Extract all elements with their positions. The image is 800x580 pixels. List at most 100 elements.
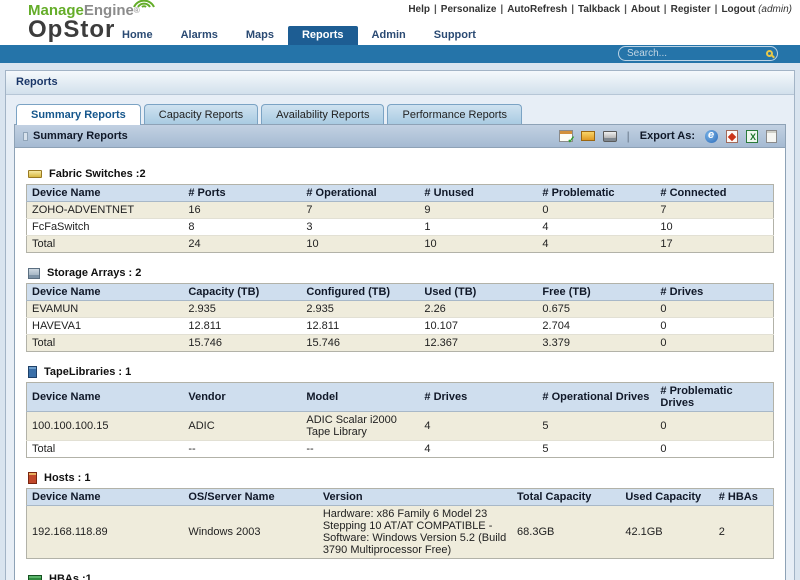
pdf-export-icon[interactable]	[726, 129, 738, 143]
top-link-autorefresh[interactable]: AutoRefresh	[507, 4, 568, 15]
table-cell: 5	[537, 411, 656, 441]
top-link-logout[interactable]: Logout	[721, 4, 756, 15]
main-nav: Home Alarms Maps Reports Admin Support	[108, 26, 490, 45]
nav-home[interactable]: Home	[122, 29, 153, 41]
column-header: Free (TB)	[537, 283, 656, 301]
top-link-personalize[interactable]: Personalize	[440, 4, 497, 15]
table-cell: 0	[660, 443, 667, 455]
table-storage-arrays: Device Name Capacity (TB) Configured (TB) U…	[26, 283, 774, 352]
tab-availability-reports[interactable]: Availability Reports	[261, 104, 385, 124]
table-cell: 10	[424, 238, 437, 250]
column-header: # Operational Drives	[537, 382, 656, 412]
tab-capacity-reports[interactable]: Capacity Reports	[143, 104, 259, 124]
link-separator: |	[500, 4, 504, 15]
hba-icon	[28, 575, 42, 580]
section-title: Storage Arrays : 2	[47, 267, 142, 279]
column-header: Used (TB)	[419, 283, 538, 301]
top-link-about[interactable]: About	[630, 4, 660, 15]
table-cell: 0	[655, 317, 774, 335]
xls-export-icon[interactable]	[746, 129, 758, 143]
table-cell: 0	[655, 411, 774, 441]
column-header: Model	[301, 382, 420, 412]
section-header-hosts: Hosts : 1	[26, 472, 774, 484]
export-as-label: Export As:	[639, 130, 695, 142]
table-cell: ADIC Scalar i2000 Tape Library	[301, 411, 420, 441]
nav-alarms[interactable]: Alarms	[180, 29, 218, 41]
logo-swoosh-icon	[132, 0, 156, 11]
table-row: Total 24 10 10 4 17	[26, 235, 774, 253]
top-link-register[interactable]: Register	[670, 4, 711, 15]
csv-export-icon[interactable]	[766, 129, 777, 143]
table-cell: 2	[718, 526, 725, 538]
schedule-calendar-icon[interactable]	[558, 130, 576, 146]
nav-maps[interactable]: Maps	[245, 29, 274, 41]
column-header: Device Name	[26, 184, 184, 202]
table-cell: ADIC	[183, 411, 302, 441]
search-box[interactable]	[618, 46, 778, 61]
toolbar-separator: |	[626, 129, 630, 143]
nav-support[interactable]: Support	[433, 29, 476, 41]
search-icon[interactable]	[766, 50, 773, 57]
link-separator: |	[714, 4, 718, 15]
section-header-storage-arrays: Storage Arrays : 2	[26, 267, 774, 279]
summary-reports-box: Summary Reports | Export As: Fabric Switc…	[14, 124, 786, 580]
table-cell: 3	[301, 218, 420, 236]
table-cell: Total	[32, 238, 56, 250]
section-fabric-switches: Fabric Switches :2 Device Name # Ports # Op…	[26, 168, 774, 253]
column-header: Version	[317, 488, 513, 506]
table-cell: 4	[424, 443, 431, 455]
section-header-fabric-switches: Fabric Switches :2	[26, 168, 774, 180]
report-tabs: Summary Reports Capacity Reports Availabil…	[16, 104, 794, 125]
logo-engine-text: Engine	[83, 2, 134, 19]
table-cell: 0	[660, 337, 667, 349]
table-cell: 2.704	[537, 317, 656, 335]
table-hosts: Device Name OS/Server Name Version Total Ca…	[26, 488, 774, 559]
table-cell: ZOHO-ADVENTNET	[26, 201, 184, 219]
table-cell: Total	[32, 443, 56, 455]
table-cell: 2.935	[183, 300, 302, 318]
table-cell: 100.100.100.15	[26, 411, 184, 441]
table-fabric-switches: Device Name # Ports # Operational # Unused #…	[26, 184, 774, 253]
column-header: # Unused	[419, 184, 538, 202]
search-input[interactable]	[627, 48, 766, 59]
toolbar-title: Summary Reports	[33, 130, 128, 142]
section-title: TapeLibraries : 1	[44, 366, 132, 378]
section-title: HBAs :1	[49, 573, 92, 580]
print-icon[interactable]	[602, 130, 617, 142]
logged-in-user: (admin)	[755, 4, 792, 15]
column-header: # HBAs	[713, 488, 774, 506]
nav-reports[interactable]: Reports	[287, 26, 358, 45]
email-icon[interactable]	[580, 131, 595, 141]
table-row: ZOHO-ADVENTNET 16 7 9 0 7	[26, 201, 774, 219]
table-cell: --	[188, 443, 196, 455]
table-cell: Total	[32, 337, 56, 349]
top-links: Help | Personalize | AutoRefresh | Talkback | Ab…	[408, 4, 792, 15]
table-row: HAVEVA1 12.811 12.811 10.107 2.704 0	[26, 317, 774, 335]
table-row: 192.168.118.89 Windows 2003 Hardware: x86 …	[26, 505, 774, 559]
column-header: # Drives	[655, 283, 774, 301]
section-header-hbas: HBAs :1	[26, 573, 774, 580]
nav-admin[interactable]: Admin	[371, 29, 406, 41]
product-name: OpStor	[28, 16, 116, 43]
column-header: # Operational	[301, 184, 420, 202]
top-link-help[interactable]: Help	[408, 4, 430, 15]
table-cell: 192.168.118.89	[32, 526, 108, 538]
table-cell: 10	[306, 238, 319, 250]
tab-performance-reports[interactable]: Performance Reports	[387, 104, 523, 124]
html-export-icon[interactable]	[705, 129, 718, 143]
table-cell: 42.1GB	[625, 526, 663, 538]
grip-icon	[23, 131, 28, 141]
top-link-talkback[interactable]: Talkback	[578, 4, 621, 15]
column-header: # Problematic Drives	[655, 382, 774, 412]
table-cell: --	[306, 443, 314, 455]
breadcrumb: Reports	[6, 71, 794, 95]
table-cell: 12.811	[183, 317, 302, 335]
tape-icon	[28, 366, 37, 378]
tab-summary-reports[interactable]: Summary Reports	[16, 104, 141, 125]
table-cell: FcFaSwitch	[26, 218, 184, 236]
switch-icon	[28, 170, 42, 178]
table-cell: 0.675	[537, 300, 656, 318]
link-separator: |	[571, 4, 575, 15]
section-title: Fabric Switches :2	[49, 168, 146, 180]
